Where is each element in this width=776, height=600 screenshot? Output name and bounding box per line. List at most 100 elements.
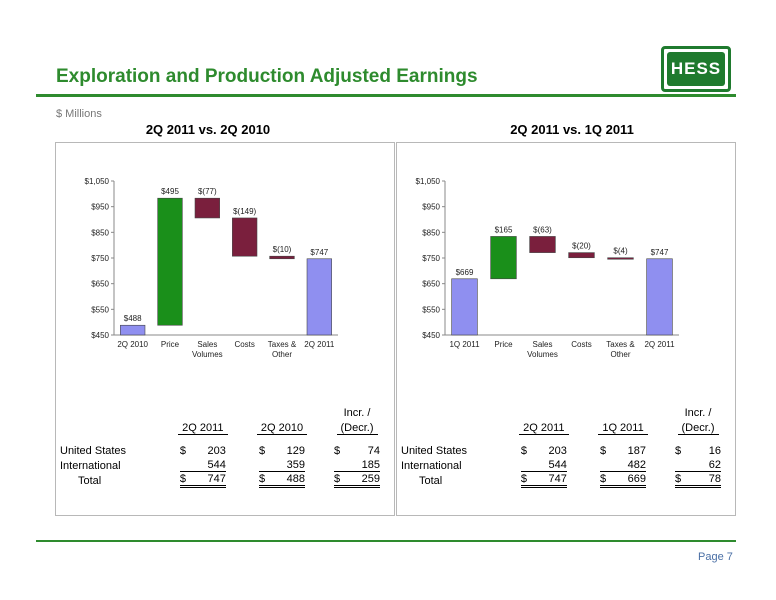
units-label: $ Millions (56, 108, 102, 120)
column-header: (Decr.) (320, 420, 394, 437)
data-label: $(4) (613, 247, 628, 256)
header-spacer (56, 405, 162, 420)
data-label: $488 (124, 314, 142, 323)
data-label: $495 (161, 187, 179, 196)
table-row: International 544 482 62 (397, 458, 735, 473)
bar-costs (232, 217, 258, 257)
y-tick-label: $850 (91, 228, 109, 237)
row-label: International (60, 459, 121, 472)
header-spacer (503, 405, 585, 420)
row-label: Total (78, 474, 102, 487)
x-tick-label: 2Q 2011 (644, 340, 675, 349)
table-cell: 359 (244, 458, 320, 473)
x-tick-label: 1Q 2011 (449, 340, 480, 349)
data-label: $(149) (233, 207, 256, 216)
table-cell: $74 (334, 444, 381, 457)
column-header: 2Q 2011 (162, 420, 244, 437)
table-cell: $203 (179, 444, 226, 457)
left-panel: $450 $550 $650 $750 $850 $950 $1,050 $488 2Q 201… (55, 142, 395, 516)
header-rule (36, 94, 736, 97)
data-label: $669 (456, 268, 474, 277)
y-tick-label: $750 (422, 254, 440, 263)
bar-price (157, 197, 183, 326)
data-label: $(20) (572, 242, 591, 251)
y-tick-label: $650 (91, 280, 109, 289)
x-tick-label: Volumes (192, 350, 223, 359)
x-tick-label: 2Q 2010 (117, 340, 148, 349)
bar-taxes-other (607, 257, 634, 260)
table-cell: 544 (503, 458, 585, 473)
table-cell: $488 (244, 473, 320, 488)
footer-rule (36, 540, 736, 542)
data-label: $(77) (198, 187, 217, 196)
y-tick-label: $450 (91, 331, 109, 340)
y-tick-label: $550 (422, 305, 440, 314)
right-waterfall-chart: $450 $550 $650 $750 $850 $950 $1,050 $669 1Q 201… (416, 177, 679, 359)
bar-sales-volumes (529, 236, 556, 253)
data-label: $165 (495, 225, 513, 234)
data-label: $(63) (533, 225, 552, 234)
row-label: International (401, 459, 462, 472)
page-title: Exploration and Production Adjusted Earn… (56, 66, 478, 87)
table-cell: 185 (320, 458, 394, 473)
y-tick-label: $950 (422, 203, 440, 212)
right-summary-table: Incr. / 2Q 2011 1Q 2011 (Decr.) United State… (397, 405, 735, 488)
table-cell: $129 (259, 444, 306, 457)
bar-2q-2011 (646, 258, 673, 336)
column-header-top: Incr. / (343, 406, 371, 419)
x-tick-label: Costs (234, 340, 254, 349)
bar-1q-2011 (451, 278, 478, 336)
x-tick-label: Other (272, 350, 292, 359)
header-spacer (397, 420, 503, 437)
table-cell: $78 (661, 473, 735, 488)
data-label: $(10) (273, 245, 292, 254)
table-cell: $669 (585, 473, 661, 488)
column-header: (Decr.) (661, 420, 735, 437)
header-spacer (397, 405, 503, 420)
left-waterfall-chart: $450 $550 $650 $750 $850 $950 $1,050 $488 2Q 201… (85, 177, 338, 359)
y-tick-label: $950 (91, 203, 109, 212)
column-header: 2Q 2010 (244, 420, 320, 437)
y-tick-label: $550 (91, 305, 109, 314)
x-tick-label: Other (610, 350, 630, 359)
x-tick-label: Price (494, 340, 513, 349)
hess-logo-text: HESS (667, 52, 725, 86)
hess-logo: HESS (661, 46, 731, 92)
row-label: Total (419, 474, 443, 487)
row-label: United States (401, 444, 468, 457)
data-label: $747 (310, 248, 328, 257)
column-header-top: Incr. / (684, 406, 712, 419)
y-tick-label: $450 (422, 331, 440, 340)
table-row: International 544 359 185 (56, 458, 394, 473)
table-cell: $747 (503, 473, 585, 488)
page-number: Page 7 (698, 551, 733, 563)
header-spacer (244, 405, 320, 420)
x-tick-label: Price (161, 340, 180, 349)
data-label: $747 (651, 248, 669, 257)
table-cell: $16 (675, 444, 722, 457)
x-tick-label: Sales (197, 340, 217, 349)
header-spacer (56, 420, 162, 437)
column-header: 1Q 2011 (585, 420, 661, 437)
column-header: 2Q 2011 (503, 420, 585, 437)
left-summary-table: Incr. / 2Q 2011 2Q 2010 (Decr.) United State… (56, 405, 394, 488)
table-row: Total $747 $488 $259 (56, 473, 394, 488)
table-row: United States $203 $129 $74 (56, 443, 394, 458)
right-panel-title: 2Q 2011 vs. 1Q 2011 (510, 122, 634, 137)
table-cell: $187 (600, 444, 647, 457)
x-tick-label: Costs (571, 340, 591, 349)
table-cell: $203 (520, 444, 567, 457)
y-tick-label: $1,050 (85, 177, 110, 186)
table-cell: $747 (162, 473, 244, 488)
x-tick-label: Taxes & (268, 340, 297, 349)
row-label: United States (60, 444, 127, 457)
x-tick-label: Volumes (527, 350, 558, 359)
right-panel: $450 $550 $650 $750 $850 $950 $1,050 $669 1Q 201… (396, 142, 736, 516)
bar-taxes-other (269, 255, 295, 260)
y-tick-label: $650 (422, 280, 440, 289)
table-cell: 62 (661, 458, 735, 473)
bar-2q-2010 (120, 324, 146, 336)
table-cell: 482 (585, 458, 661, 473)
bar-price (490, 236, 517, 280)
y-tick-label: $850 (422, 228, 440, 237)
